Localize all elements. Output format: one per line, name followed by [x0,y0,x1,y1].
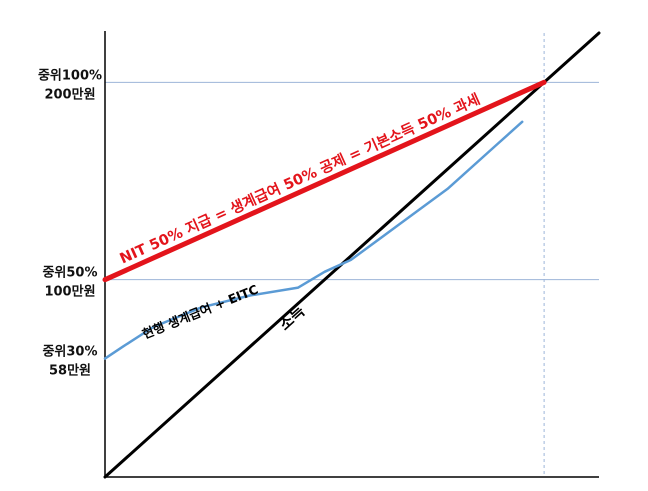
annotation-nit: NIT 50% 지급 = 생계급여 50% 공제 = 기본소득 50% 과세 [117,91,483,268]
annotation-income: 소득 [276,302,309,334]
series-line-2 [103,120,524,360]
y-tick-label-1: 중위50% 100만원 [42,266,97,300]
axes [104,31,599,478]
annotations: NIT 50% 지급 = 생계급여 50% 공제 = 기본소득 50% 과세현행… [117,91,483,342]
y-tick-label-2: 중위30% 58만원 [42,345,97,379]
reference-lines [105,33,599,477]
series-line-1 [102,79,547,283]
series-lines [102,31,601,479]
annotation-current: 현행 생계급여 + EITC [140,282,260,342]
y-tick-label-0: 중위100% 200만원 [38,68,102,102]
series-line-0 [103,31,601,479]
